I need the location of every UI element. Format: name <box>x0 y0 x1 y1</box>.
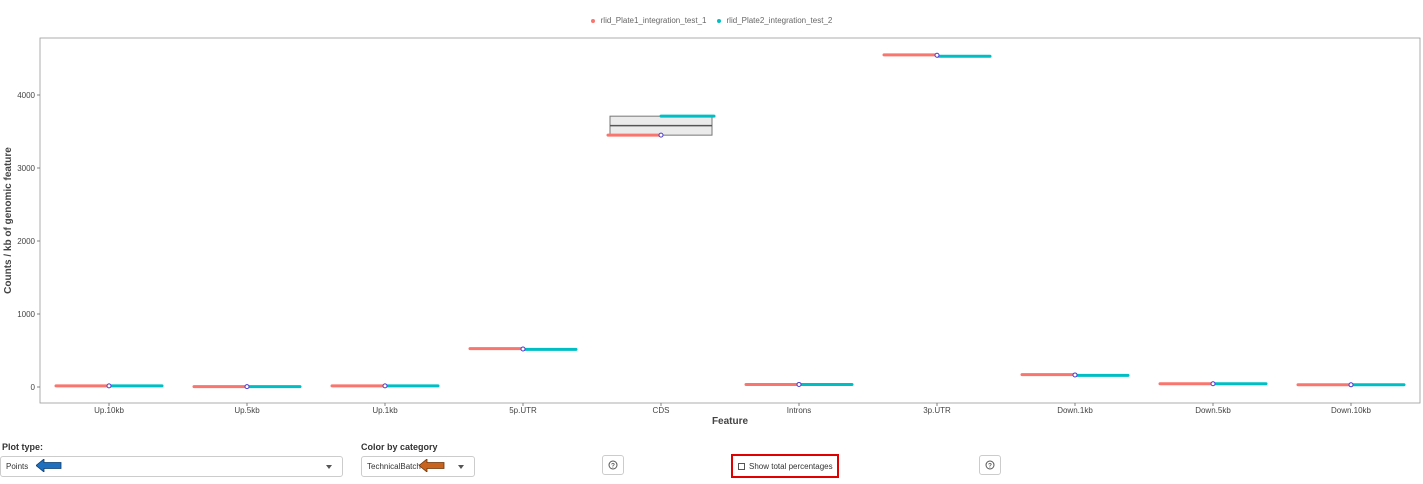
show-percentages-label: Show total percentages <box>749 461 833 471</box>
chevron-down-icon <box>458 465 464 469</box>
chart-legend: rlid_Plate1_integration_test_1 rlid_Plat… <box>0 16 1423 25</box>
question-circle-icon: ? <box>608 460 618 470</box>
orange-arrow-icon <box>419 459 445 472</box>
x-tick-label: 3p.UTR <box>923 406 951 415</box>
median-marker <box>106 383 112 389</box>
show-percentages-checkbox[interactable] <box>738 462 745 470</box>
x-tick-label: Down.1kb <box>1057 406 1093 415</box>
plot-type-value: Points <box>6 462 29 471</box>
legend-label-series-1: rlid_Plate1_integration_test_1 <box>600 16 707 25</box>
legend-dot-series-1 <box>590 18 595 23</box>
plot-frame <box>39 37 1421 404</box>
blue-arrow-icon <box>36 459 62 472</box>
x-tick-label: Down.5kb <box>1195 406 1231 415</box>
help-button-percentages[interactable]: ? <box>979 455 1001 475</box>
x-tick-label: Up.1kb <box>372 406 398 415</box>
x-tick-label: 5p.UTR <box>509 406 537 415</box>
y-tick-label: 2000 <box>17 237 35 246</box>
x-tick-label: Up.10kb <box>94 406 124 415</box>
color-by-label: Color by category <box>361 442 438 452</box>
x-tick-label: Down.10kb <box>1331 406 1372 415</box>
legend-item-series-2[interactable]: rlid_Plate2_integration_test_2 <box>716 16 833 25</box>
median-marker <box>1348 382 1354 388</box>
median-marker <box>244 384 250 390</box>
median-marker <box>658 132 664 138</box>
legend-item-series-1[interactable]: rlid_Plate1_integration_test_1 <box>590 16 707 25</box>
plot-type-select[interactable]: Points <box>0 456 343 477</box>
y-tick-label: 0 <box>31 383 36 392</box>
help-button-color[interactable]: ? <box>602 455 624 475</box>
x-tick-label: Introns <box>787 406 811 415</box>
median-marker <box>1210 381 1216 387</box>
question-circle-icon: ? <box>985 460 995 470</box>
color-by-select[interactable]: TechnicalBatch <box>361 456 475 477</box>
chart-area: 0 1000 2000 3000 4000 Up.10kb Up.5kb Up.1kb 5p.U… <box>3 37 1421 427</box>
color-by-value: TechnicalBatch <box>367 462 421 471</box>
y-tick-label: 3000 <box>17 164 35 173</box>
svg-text:?: ? <box>988 463 992 470</box>
chevron-down-icon <box>326 465 332 469</box>
y-tick-label: 4000 <box>17 91 35 100</box>
median-marker <box>1072 372 1078 378</box>
median-marker <box>934 52 940 58</box>
plot-type-label: Plot type: <box>2 442 44 452</box>
svg-text:?: ? <box>611 463 615 470</box>
y-axis-title: Counts / kb of genomic feature <box>3 147 14 294</box>
show-percentages-toggle[interactable]: Show total percentages <box>731 454 839 478</box>
y-tick-label: 1000 <box>17 310 35 319</box>
median-marker <box>796 381 802 387</box>
x-tick-label: CDS <box>653 406 670 415</box>
legend-label-series-2: rlid_Plate2_integration_test_2 <box>726 16 833 25</box>
x-tick-label: Up.5kb <box>234 406 260 415</box>
median-marker <box>520 346 526 352</box>
median-marker <box>382 383 388 389</box>
legend-dot-series-2 <box>716 18 721 23</box>
x-axis-title: Feature <box>712 416 749 427</box>
